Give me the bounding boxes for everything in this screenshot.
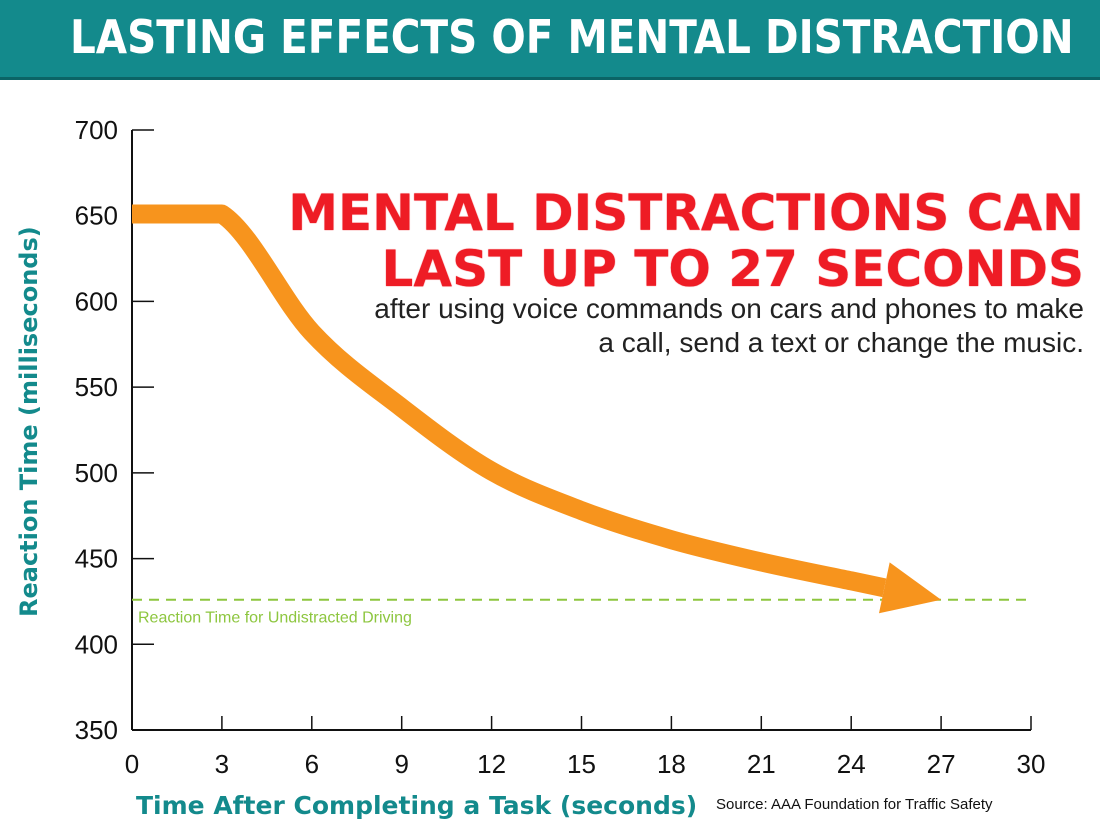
x-tick-label: 9 [394, 749, 408, 779]
data-point [851, 580, 852, 581]
series-arrowhead [878, 562, 942, 614]
x-tick-label: 12 [477, 749, 506, 779]
y-tick-label: 350 [75, 715, 118, 745]
title-banner: LASTING EFFECTS OF MENTAL DISTRACTION [0, 0, 1100, 80]
x-tick-label: 3 [215, 749, 229, 779]
data-point [221, 214, 222, 215]
y-tick-label: 650 [75, 201, 118, 231]
reference-line-group: Reaction Time for Undistracted Driving [132, 598, 1031, 627]
data-point [491, 471, 492, 472]
x-tick-label: 24 [837, 749, 866, 779]
y-tick-label: 550 [75, 372, 118, 402]
x-tick-label: 15 [567, 749, 596, 779]
data-point [671, 539, 672, 540]
x-tick-label: 27 [927, 749, 956, 779]
data-point [401, 407, 402, 408]
x-tick-label: 0 [125, 749, 139, 779]
x-tick-label: 18 [657, 749, 686, 779]
data-point [761, 562, 762, 563]
headline-line-2: LAST UP TO 27 SECONDS [381, 240, 1084, 298]
x-axis-title: Time After Completing a Task (seconds) [136, 791, 697, 820]
y-tick-label: 400 [75, 629, 118, 659]
y-tick-label: 700 [75, 115, 118, 145]
y-axis-title: Reaction Time (milliseconds) [15, 226, 43, 617]
x-tick-label: 6 [305, 749, 319, 779]
series-line [132, 204, 887, 598]
data-point [581, 510, 582, 511]
data-point [132, 214, 133, 215]
x-tick-label: 30 [1017, 749, 1046, 779]
chart-title: LASTING EFFECTS OF MENTAL DISTRACTION [70, 10, 1074, 64]
y-tick-label: 500 [75, 458, 118, 488]
y-tick-label: 600 [75, 286, 118, 316]
source-note: Source: AAA Foundation for Traffic Safet… [716, 796, 993, 813]
reference-line-label: Reaction Time for Undistracted Driving [138, 610, 412, 627]
y-tick-label: 450 [75, 544, 118, 574]
data-point [941, 599, 942, 600]
annotation-subtext: after using voice commands on cars and p… [374, 293, 1084, 358]
headline-line-1: MENTAL DISTRACTIONS CAN [288, 184, 1084, 242]
series-group [132, 204, 942, 614]
x-tick-label: 21 [747, 749, 776, 779]
axes: 350 400 450 500 550 600 650 700 0 3 6 9 12 15 18 21 24 27… [75, 115, 1046, 779]
headline-annotation: MENTAL DISTRACTIONS CAN LAST UP TO 27 SE… [288, 185, 1084, 297]
data-point [311, 332, 312, 333]
